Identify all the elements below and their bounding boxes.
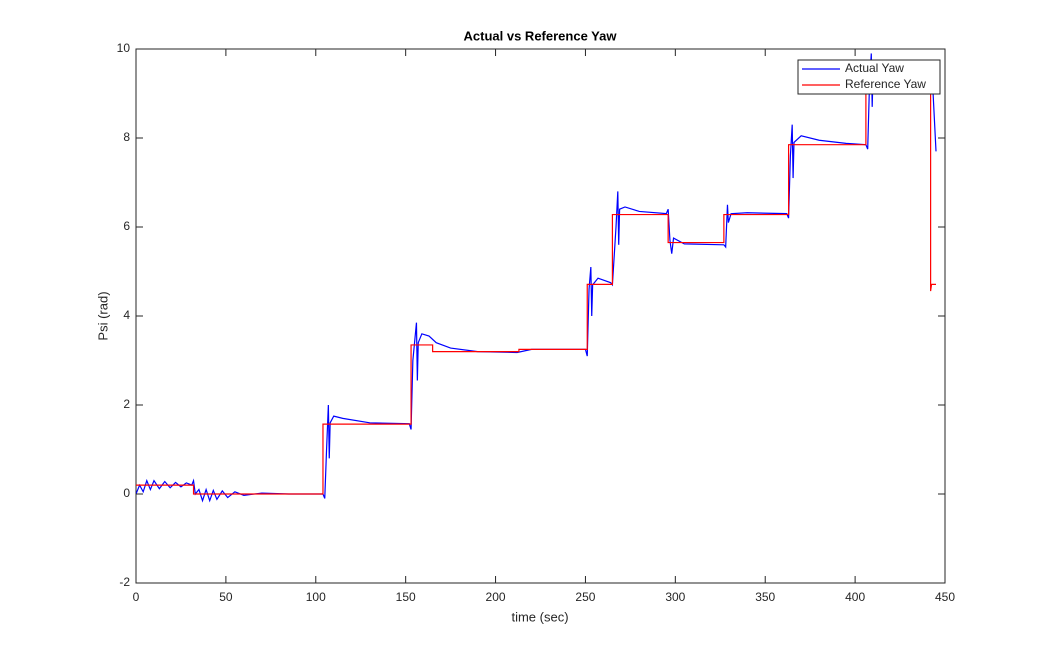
x-tick-label: 100 [306,590,326,604]
x-tick-label: 450 [935,590,955,604]
y-tick-label: 4 [123,308,130,322]
x-tick-label: 0 [133,590,140,604]
y-tick-label: 2 [123,397,130,411]
series-line [136,53,937,503]
x-tick-label: 50 [219,590,233,604]
legend-label: Actual Yaw [845,61,904,75]
plot-area [135,48,946,584]
series-line [136,74,937,495]
x-tick-label: 300 [665,590,685,604]
x-axis-label: time (sec) [511,609,568,624]
x-tick-label: 350 [755,590,775,604]
y-tick-label: 10 [117,41,131,55]
y-tick-label: 8 [123,130,130,144]
y-tick-label: -2 [119,575,130,589]
y-tick-label: 6 [123,219,130,233]
y-axis-label: Psi (rad) [95,291,110,340]
legend-box [797,59,941,95]
x-tick-label: 400 [845,590,865,604]
series-layer [136,53,937,503]
x-tick-label: 150 [396,590,416,604]
x-tick-label: 250 [575,590,595,604]
x-tick-label: 200 [486,590,506,604]
chart-title: Actual vs Reference Yaw [464,28,618,43]
y-tick-label: 0 [123,486,130,500]
legend-label: Reference Yaw [845,77,926,91]
